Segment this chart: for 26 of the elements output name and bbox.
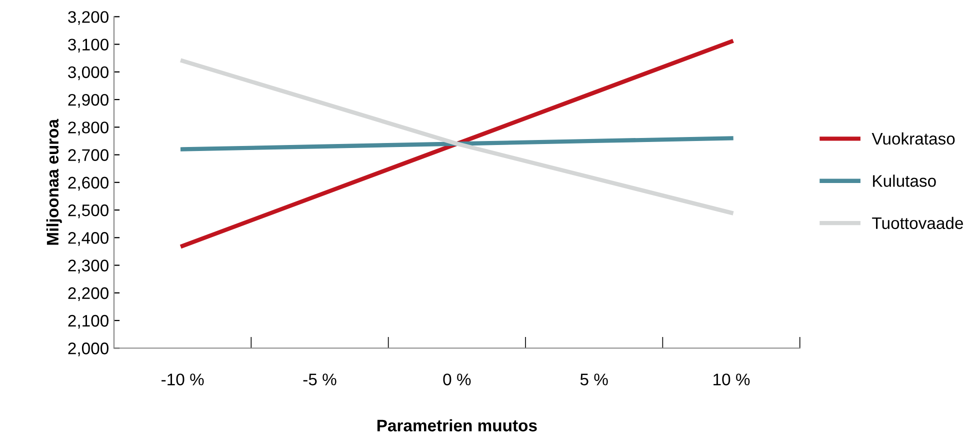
line-series: [180, 136, 734, 152]
y-tick-label: 2,900: [68, 94, 108, 108]
y-tick-label: 2,000: [68, 342, 108, 356]
y-tick-label: 2,500: [68, 204, 108, 218]
x-axis-title: Parametrien muutos: [377, 419, 537, 432]
x-tick-label: -5 %: [303, 374, 336, 386]
y-tick-label: 2,700: [68, 149, 108, 163]
legend-label: Vuokrataso: [872, 132, 955, 145]
legend-label: Kulutaso: [873, 174, 936, 187]
y-tick-label: 3,200: [68, 11, 108, 25]
legend-label: Tuottovaade: [872, 216, 963, 230]
line-series: [180, 39, 734, 248]
x-tick-label: 5 %: [580, 374, 608, 386]
y-tick-label: 2,300: [68, 260, 108, 274]
y-tick-label: 3,000: [68, 66, 108, 80]
x-tick-label: 0 %: [443, 374, 471, 386]
y-tick-label: 2,400: [68, 232, 108, 246]
y-axis-title: Miljoonaa euroa: [46, 118, 62, 245]
line-series: [180, 58, 734, 215]
x-tick-label: 10 %: [714, 374, 750, 386]
y-tick-label: 2,100: [68, 314, 108, 329]
y-tick-label: 2,600: [68, 176, 108, 191]
y-tick-label: 2,200: [68, 287, 108, 302]
x-tick-label: -10 %: [162, 374, 204, 386]
y-tick-label: 2,800: [68, 122, 108, 136]
y-tick-label: 3,100: [68, 38, 108, 52]
